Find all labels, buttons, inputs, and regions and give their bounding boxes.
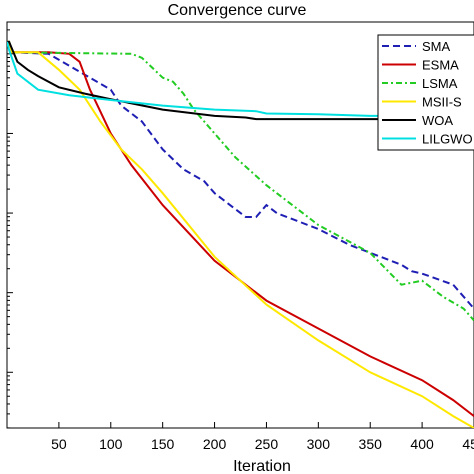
y-axis-ticks xyxy=(7,29,13,429)
x-tick-label: 450 xyxy=(462,436,474,452)
x-tick-label: 300 xyxy=(307,436,331,452)
chart-title: Convergence curve xyxy=(168,2,307,19)
x-tick-label: 150 xyxy=(151,436,175,452)
x-tick-label: 400 xyxy=(410,436,434,452)
x-tick-label: 100 xyxy=(99,436,123,452)
series-line-lsma xyxy=(7,40,474,322)
x-axis-ticks: 50 100 150 200 250 300 350 400 450 xyxy=(51,422,474,452)
legend-entry: ESMA xyxy=(422,58,459,73)
legend-entry: MSII-S xyxy=(422,95,462,110)
legend-entry: LSMA xyxy=(422,76,458,91)
legend-entry: LILGWO xyxy=(422,132,473,147)
series-layer xyxy=(7,40,474,428)
legend-entry: WOA xyxy=(422,113,453,128)
series-line-msii-s xyxy=(7,40,474,428)
x-tick-label: 50 xyxy=(51,436,67,452)
legend-box xyxy=(377,34,474,151)
series-line-sma xyxy=(7,40,474,310)
series-line-lilgwo xyxy=(7,41,474,117)
x-tick-label: 200 xyxy=(203,436,227,452)
x-tick-label: 350 xyxy=(359,436,383,452)
legend-entry: SMA xyxy=(422,39,451,54)
x-axis-label: Iteration xyxy=(233,458,291,474)
legend: SMA ESMA LSMA MSII-S WOA LILGWO xyxy=(377,34,474,151)
x-tick-label: 250 xyxy=(255,436,279,452)
